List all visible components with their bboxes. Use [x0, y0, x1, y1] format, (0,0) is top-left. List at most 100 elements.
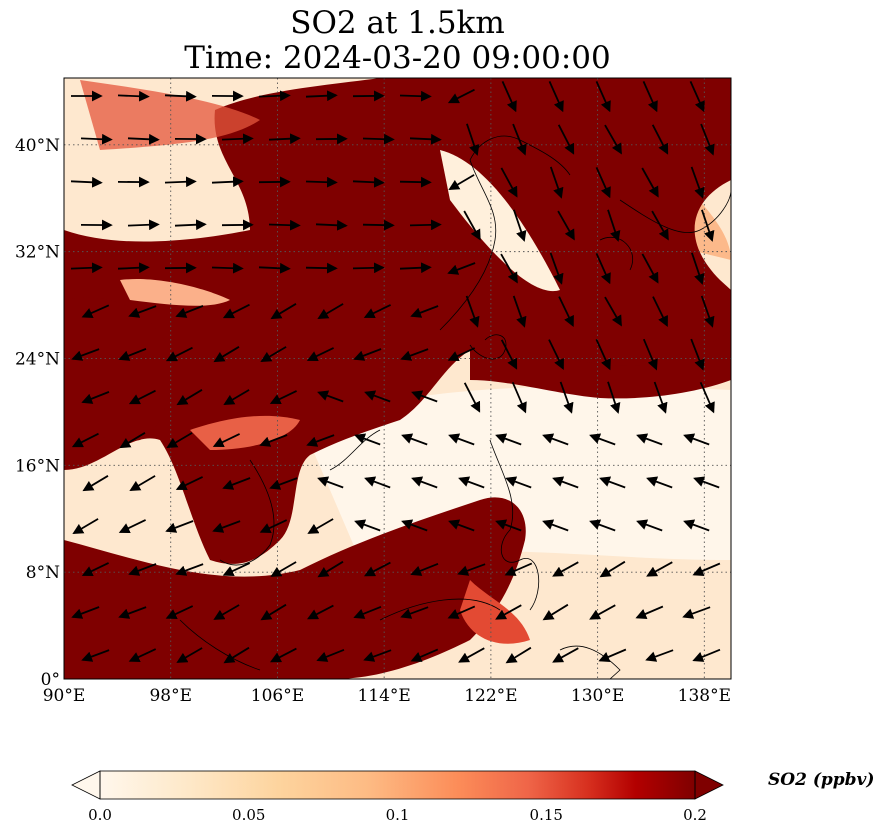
wind-arrow [504, 562, 533, 576]
wind-arrow [645, 649, 674, 662]
wind-arrow [409, 133, 442, 145]
colorbar-gradient [100, 771, 695, 799]
wind-arrow [212, 433, 240, 448]
wind-arrow [305, 262, 338, 274]
colorbar-tick-label: 0.2 [683, 806, 707, 824]
wind-arrow [595, 339, 611, 371]
wind-arrow [598, 648, 627, 662]
wind-arrow [700, 123, 715, 156]
wind-arrow [362, 219, 395, 231]
wind-arrow [500, 167, 518, 198]
wind-arrow [127, 219, 160, 231]
wind-arrow [646, 561, 673, 577]
wind-arrow [258, 90, 291, 102]
wind-arrow [317, 560, 344, 578]
wind-arrow [512, 295, 527, 328]
wind-arrow [212, 520, 241, 533]
wind-arrow [222, 562, 251, 577]
wind-arrow [465, 295, 480, 328]
colorbar-tick-label: 0.0 [88, 806, 112, 824]
wind-arrow [448, 519, 475, 532]
wind-arrow [512, 123, 527, 156]
colorbar-tick-label: 0.05 [232, 806, 266, 824]
lat-tick-label: 8°N [26, 563, 60, 583]
wind-arrow [363, 304, 391, 319]
wind-arrow [164, 90, 197, 102]
wind-arrow [352, 176, 385, 188]
wind-arrow [211, 176, 244, 188]
lat-tick-label: 16°N [15, 456, 60, 476]
wind-arrow [399, 176, 432, 188]
wind-arrow [548, 339, 564, 371]
wind-arrow [117, 262, 150, 274]
wind-arrow [364, 476, 391, 489]
wind-arrow [500, 253, 518, 284]
wind-arrow [511, 381, 527, 414]
wind-arrow [127, 133, 160, 145]
wind-arrow [558, 296, 574, 328]
wind-arrow [599, 476, 626, 489]
wind-arrow [448, 433, 475, 446]
wind-arrow [495, 519, 522, 532]
wind-arrow [653, 381, 668, 414]
lat-tick-label: 32°N [15, 243, 60, 263]
wind-arrow [269, 477, 298, 490]
colorbar-tick-label: 0.1 [385, 806, 410, 824]
wind-arrow [682, 606, 711, 619]
wind-arrow [495, 604, 522, 620]
wind-arrow [317, 390, 344, 403]
wind-arrow [307, 604, 334, 620]
wind-arrow [505, 476, 532, 489]
wind-arrow [557, 210, 575, 241]
wind-arrow [306, 434, 335, 447]
wind-arrow [595, 167, 611, 199]
lon-tick-label: 138°E [678, 686, 731, 706]
wind-arrow [411, 476, 438, 489]
wind-arrow [652, 296, 668, 328]
wind-arrow [589, 433, 616, 446]
wind-arrow [128, 648, 157, 663]
lon-tick-label: 98°E [149, 686, 192, 706]
wind-arrow [589, 519, 616, 532]
wind-arrow [447, 262, 476, 275]
lon-tick-label: 114°E [357, 686, 410, 706]
wind-arrow [690, 338, 705, 371]
wind-arrow [270, 561, 297, 577]
wind-arrow [259, 434, 288, 447]
wind-arrow [307, 518, 334, 534]
wind-arrow [119, 432, 146, 449]
wind-arrow [466, 123, 480, 156]
wind-arrow [354, 433, 381, 446]
wind-arrow [635, 605, 664, 619]
wind-arrow [651, 210, 669, 241]
wind-arrow [411, 390, 438, 403]
colorbar-extend-low [71, 770, 101, 800]
wind-arrow [399, 90, 432, 102]
wind-arrow [463, 382, 481, 413]
wind-arrow [646, 476, 673, 489]
wind-arrow [401, 519, 428, 532]
wind-arrow [270, 647, 297, 663]
wind-arrow [689, 81, 705, 113]
wind-arrow [690, 166, 705, 199]
wind-arrow [354, 519, 381, 532]
lon-tick-label: 130°E [571, 686, 624, 706]
wind-arrow [317, 303, 344, 320]
wind-arrow [305, 90, 338, 102]
wind-arrow [642, 81, 658, 113]
wind-arrow [400, 606, 429, 619]
wind-arrow [447, 88, 475, 104]
wind-arrow [80, 133, 113, 145]
wind-arrow [604, 296, 622, 327]
wind-arrow [128, 305, 157, 318]
wind-arrow [71, 606, 100, 619]
wind-arrow [174, 219, 207, 231]
wind-arrow [270, 303, 297, 320]
wind-vectors [70, 81, 721, 664]
wind-arrow [700, 295, 715, 328]
wind-arrow [552, 561, 579, 577]
wind-arrow [211, 262, 244, 274]
wind-arrow [641, 167, 659, 198]
wind-arrow [599, 560, 626, 578]
